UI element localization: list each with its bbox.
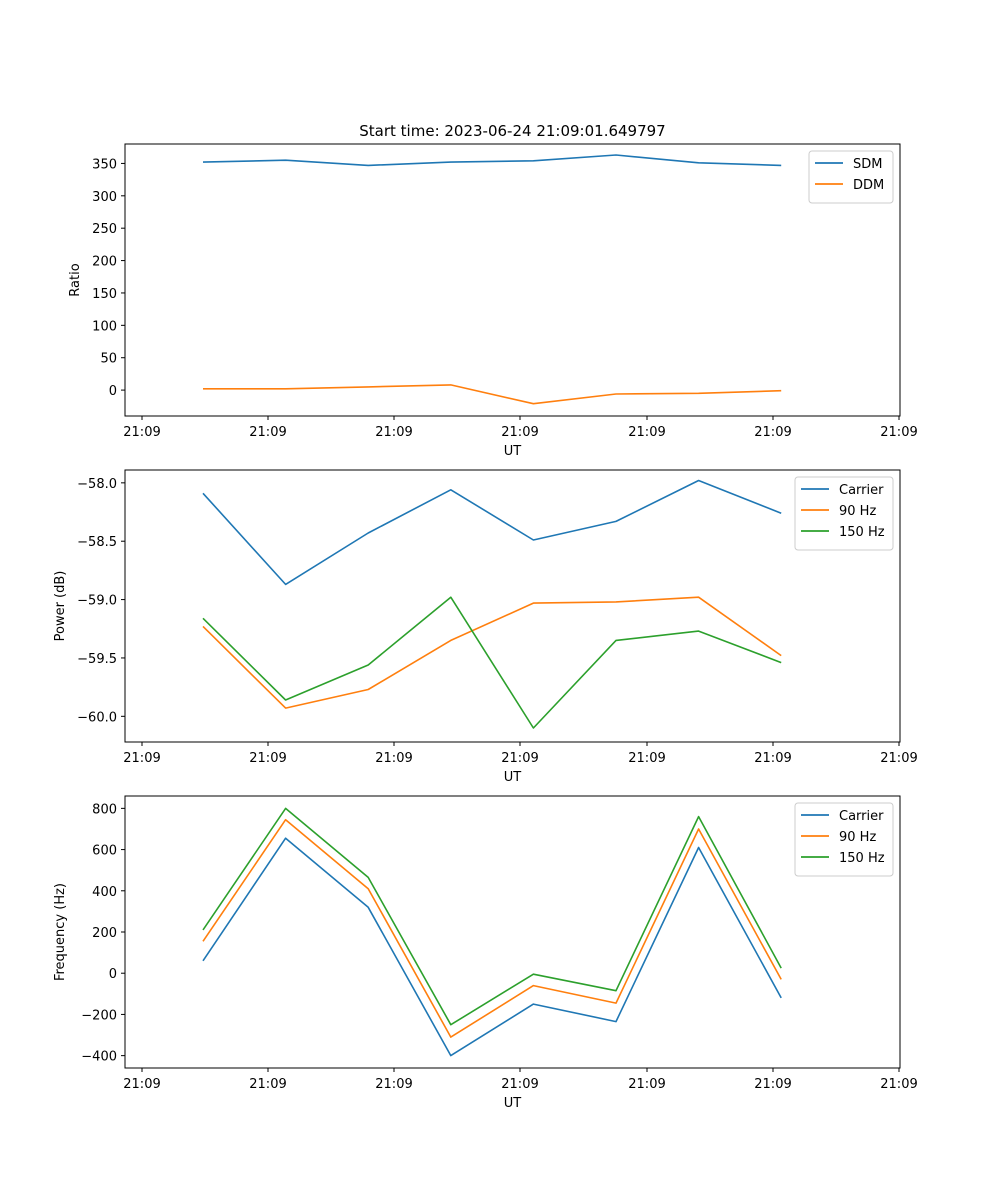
y-axis-label: Ratio — [68, 263, 83, 296]
x-tick-label: 21:09 — [754, 425, 791, 440]
y-tick-label: 100 — [92, 319, 117, 334]
power-panel: 21:09 21:09 21:09 21:09 21:09 21:09 21:09 −60.0… — [53, 469, 918, 785]
y-tick-label: 0 — [109, 967, 117, 982]
x-tick-label: 21:09 — [628, 1077, 665, 1092]
y-axis-label: Frequency (Hz) — [53, 883, 68, 981]
power-legend: Carrier 90 Hz 150 Hz — [794, 476, 894, 551]
y-tick-label: 0 — [109, 384, 117, 399]
legend-label: 150 Hz — [839, 851, 885, 866]
x-tick-label: 21:09 — [123, 751, 160, 766]
x-tick-label: 21:09 — [249, 1077, 286, 1092]
x-tick-label: 21:09 — [249, 751, 286, 766]
x-tick-label: 21:09 — [123, 425, 160, 440]
chart-title: Start time: 2023-06-24 21:09:01.649797 — [359, 122, 665, 140]
y-tick-label: −59.5 — [77, 652, 117, 667]
y-tick-label: −200 — [81, 1008, 117, 1023]
y-tick-label: 350 — [92, 157, 117, 172]
ratio-panel: Start time: 2023-06-24 21:09:01.649797 21… — [68, 122, 918, 459]
y-tick-label: −58.5 — [77, 535, 117, 550]
legend-label: Carrier — [839, 483, 884, 498]
frequency-axes-frame — [124, 795, 901, 1069]
x-tick-label: 21:09 — [628, 751, 665, 766]
legend-label: 150 Hz — [839, 525, 885, 540]
x-tick-label: 21:09 — [880, 751, 917, 766]
y-tick-label: −400 — [81, 1050, 117, 1065]
frequency-series-150-hz-line — [202, 807, 782, 1026]
x-tick-label: 21:09 — [754, 1077, 791, 1092]
frequency-panel: 21:09 21:09 21:09 21:09 21:09 21:09 21:09 −400 −… — [53, 795, 918, 1111]
y-axis-label: Power (dB) — [53, 571, 68, 642]
y-tick-label: 200 — [92, 255, 117, 270]
frequency-series-carrier-line — [202, 837, 782, 1057]
legend-box — [808, 150, 894, 204]
y-tick-label: −59.0 — [77, 594, 117, 609]
x-axis-label: UT — [504, 444, 522, 459]
power-series-90-hz-line — [202, 596, 782, 709]
y-tick-label: −58.0 — [77, 477, 117, 492]
legend-label: DDM — [853, 178, 884, 193]
ratio-series-sdm-line — [202, 154, 782, 167]
y-tick-label: 400 — [92, 885, 117, 900]
ratio-series-ddm-line — [203, 384, 782, 405]
y-tick-label: 300 — [92, 190, 117, 205]
legend-label: 90 Hz — [839, 504, 876, 519]
y-tick-label: 800 — [92, 802, 117, 817]
x-tick-label: 21:09 — [249, 425, 286, 440]
ratio-legend: SDM DDM — [808, 150, 894, 204]
y-tick-label: −60.0 — [77, 710, 117, 725]
x-tick-label: 21:09 — [754, 751, 791, 766]
x-tick-label: 21:09 — [501, 1077, 538, 1092]
power-axes-frame — [124, 469, 901, 743]
ratio-axes-frame — [124, 143, 901, 417]
power-series-150-hz-line — [202, 596, 782, 729]
y-tick-label: 150 — [92, 287, 117, 302]
y-tick-label: 200 — [92, 926, 117, 941]
legend-label: 90 Hz — [839, 830, 876, 845]
y-tick-label: 50 — [100, 352, 117, 367]
legend-label: Carrier — [839, 809, 884, 824]
x-tick-label: 21:09 — [375, 425, 412, 440]
frequency-series-90-hz-line — [202, 818, 782, 1038]
x-tick-label: 21:09 — [123, 1077, 160, 1092]
x-tick-label: 21:09 — [880, 1077, 917, 1092]
x-axis-label: UT — [504, 770, 522, 785]
x-tick-label: 21:09 — [501, 751, 538, 766]
x-axis-label: UT — [504, 1096, 522, 1111]
legend-label: SDM — [853, 157, 882, 172]
x-tick-label: 21:09 — [628, 425, 665, 440]
frequency-legend: Carrier 90 Hz 150 Hz — [794, 802, 894, 877]
y-tick-label: 600 — [92, 844, 117, 859]
x-tick-label: 21:09 — [501, 425, 538, 440]
x-tick-label: 21:09 — [880, 425, 917, 440]
x-tick-label: 21:09 — [375, 751, 412, 766]
y-tick-label: 250 — [92, 222, 117, 237]
power-series-carrier-line — [202, 479, 782, 586]
x-tick-label: 21:09 — [375, 1077, 412, 1092]
